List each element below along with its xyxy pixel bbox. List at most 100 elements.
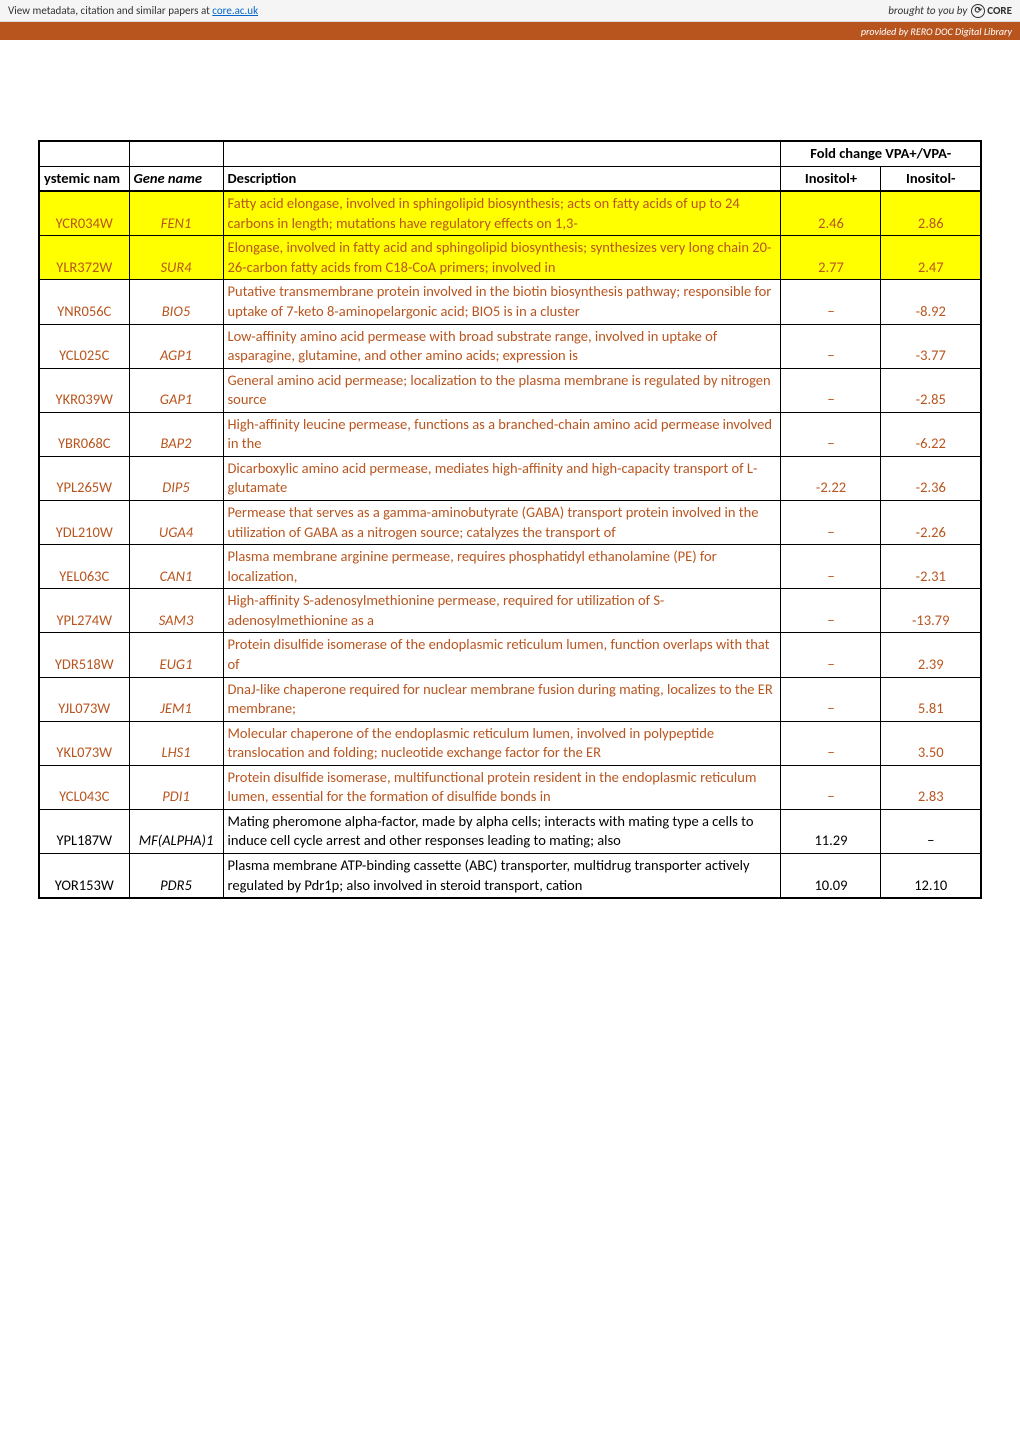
- table-row: YLR372WSUR4Elongase, involved in fatty a…: [39, 236, 981, 280]
- cell-description: General amino acid permease; localizatio…: [223, 368, 781, 412]
- table-row: YCL043CPDI1Protein disulfide isomerase, …: [39, 765, 981, 809]
- cell-inositol-minus: 2.83: [881, 765, 981, 809]
- cell-systemic: YDR518W: [39, 633, 129, 677]
- cell-inositol-minus: 2.39: [881, 633, 981, 677]
- cell-gene: SUR4: [129, 236, 223, 280]
- cell-systemic: YNR056C: [39, 280, 129, 324]
- table-row: YEL063CCAN1Plasma membrane arginine perm…: [39, 545, 981, 589]
- cell-inositol-plus: 10.09: [781, 854, 881, 899]
- cell-systemic: YLR372W: [39, 236, 129, 280]
- cell-inositol-plus: −: [781, 545, 881, 589]
- cell-inositol-minus: 3.50: [881, 721, 981, 765]
- cell-description: Low-affinity amino acid permease with br…: [223, 324, 781, 368]
- cell-inositol-minus: 2.47: [881, 236, 981, 280]
- cell-inositol-plus: −: [781, 412, 881, 456]
- cell-gene: BAP2: [129, 412, 223, 456]
- cell-description: Protein disulfide isomerase of the endop…: [223, 633, 781, 677]
- cell-description: High-affinity leucine permease, function…: [223, 412, 781, 456]
- cell-inositol-plus: 2.77: [781, 236, 881, 280]
- cell-systemic: YPL265W: [39, 456, 129, 500]
- cell-description: High-affinity S-adenosylmethionine perme…: [223, 589, 781, 633]
- table-row: YKL073WLHS1Molecular chaperone of the en…: [39, 721, 981, 765]
- table-header-row-2: ystemic nam Gene name Description Inosit…: [39, 166, 981, 191]
- cell-systemic: YCL025C: [39, 324, 129, 368]
- cell-inositol-minus: −: [881, 809, 981, 853]
- table-row: YPL187WMF(ALPHA)1Mating pheromone alpha-…: [39, 809, 981, 853]
- cell-systemic: YDL210W: [39, 501, 129, 545]
- cell-description: DnaJ-like chaperone required for nuclear…: [223, 677, 781, 721]
- cell-systemic: YCR034W: [39, 191, 129, 236]
- header-gene: Gene name: [129, 166, 223, 191]
- cell-gene: PDR5: [129, 854, 223, 899]
- cell-inositol-minus: 2.86: [881, 191, 981, 236]
- table-row: YDR518WEUG1Protein disulfide isomerase o…: [39, 633, 981, 677]
- cell-gene: JEM1: [129, 677, 223, 721]
- cell-description: Elongase, involved in fatty acid and sph…: [223, 236, 781, 280]
- cell-gene: FEN1: [129, 191, 223, 236]
- cell-inositol-minus: -6.22: [881, 412, 981, 456]
- banner-prefix: View metadata, citation and similar pape…: [8, 4, 212, 17]
- cell-inositol-plus: −: [781, 765, 881, 809]
- banner-right-prefix: brought to you by: [888, 4, 967, 17]
- cell-inositol-plus: −: [781, 677, 881, 721]
- cell-systemic: YBR068C: [39, 412, 129, 456]
- table-row: YPL274WSAM3High-affinity S-adenosylmethi…: [39, 589, 981, 633]
- cell-inositol-plus: -2.22: [781, 456, 881, 500]
- orange-bar-text: provided by RERO DOC Digital Library: [861, 25, 1012, 38]
- table-row: YNR056CBIO5Putative transmembrane protei…: [39, 280, 981, 324]
- cell-gene: UGA4: [129, 501, 223, 545]
- cell-inositol-plus: −: [781, 633, 881, 677]
- table-container: Fold change VPA+/VPA- ystemic nam Gene n…: [0, 40, 1020, 919]
- cell-systemic: YKR039W: [39, 368, 129, 412]
- cell-gene: LHS1: [129, 721, 223, 765]
- cell-gene: AGP1: [129, 324, 223, 368]
- top-banner: View metadata, citation and similar pape…: [0, 0, 1020, 22]
- cell-description: Molecular chaperone of the endoplasmic r…: [223, 721, 781, 765]
- cell-gene: SAM3: [129, 589, 223, 633]
- cell-inositol-minus: -3.77: [881, 324, 981, 368]
- cell-systemic: YCL043C: [39, 765, 129, 809]
- cell-inositol-minus: -2.85: [881, 368, 981, 412]
- cell-inositol-plus: −: [781, 589, 881, 633]
- cell-systemic: YEL063C: [39, 545, 129, 589]
- banner-right: brought to you by ⟳ CORE: [888, 4, 1012, 18]
- cell-description: Mating pheromone alpha-factor, made by a…: [223, 809, 781, 853]
- cell-inositol-plus: −: [781, 721, 881, 765]
- header-fold-change: Fold change VPA+/VPA-: [781, 141, 981, 166]
- cell-inositol-plus: −: [781, 368, 881, 412]
- cell-description: Dicarboxylic amino acid permease, mediat…: [223, 456, 781, 500]
- cell-systemic: YPL274W: [39, 589, 129, 633]
- cell-systemic: YPL187W: [39, 809, 129, 853]
- cell-inositol-minus: -2.26: [881, 501, 981, 545]
- cell-inositol-minus: -8.92: [881, 280, 981, 324]
- cell-inositol-plus: −: [781, 280, 881, 324]
- cell-description: Permease that serves as a gamma-aminobut…: [223, 501, 781, 545]
- table-row: YJL073WJEM1DnaJ-like chaperone required …: [39, 677, 981, 721]
- cell-inositol-plus: 11.29: [781, 809, 881, 853]
- cell-inositol-plus: −: [781, 501, 881, 545]
- cell-gene: DIP5: [129, 456, 223, 500]
- core-icon: ⟳: [971, 4, 985, 18]
- gene-table: Fold change VPA+/VPA- ystemic nam Gene n…: [38, 140, 982, 899]
- table-row: YCR034WFEN1Fatty acid elongase, involved…: [39, 191, 981, 236]
- cell-systemic: YJL073W: [39, 677, 129, 721]
- header-systemic: ystemic nam: [39, 166, 129, 191]
- cell-gene: CAN1: [129, 545, 223, 589]
- table-row: YKR039WGAP1General amino acid permease; …: [39, 368, 981, 412]
- core-link[interactable]: core.ac.uk: [212, 4, 258, 17]
- orange-bar: provided by RERO DOC Digital Library: [0, 22, 1020, 40]
- cell-gene: BIO5: [129, 280, 223, 324]
- table-row: YBR068CBAP2High-affinity leucine permeas…: [39, 412, 981, 456]
- table-row: YDL210WUGA4Permease that serves as a gam…: [39, 501, 981, 545]
- cell-gene: MF(ALPHA)1: [129, 809, 223, 853]
- cell-systemic: YOR153W: [39, 854, 129, 899]
- cell-inositol-minus: 12.10: [881, 854, 981, 899]
- cell-description: Protein disulfide isomerase, multifuncti…: [223, 765, 781, 809]
- cell-gene: GAP1: [129, 368, 223, 412]
- header-inositol-minus: Inositol-: [881, 166, 981, 191]
- cell-gene: EUG1: [129, 633, 223, 677]
- cell-inositol-plus: 2.46: [781, 191, 881, 236]
- core-label: CORE: [987, 4, 1012, 17]
- table-header-row-1: Fold change VPA+/VPA-: [39, 141, 981, 166]
- header-blank-1: [39, 141, 129, 166]
